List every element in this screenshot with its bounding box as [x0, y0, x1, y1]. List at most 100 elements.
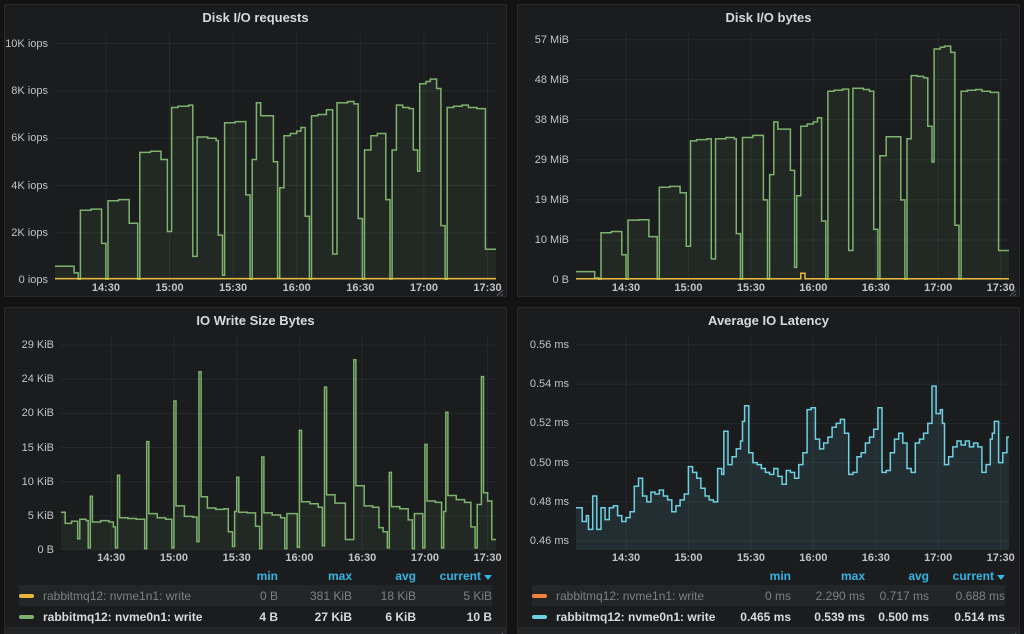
y-tick-label: 29 MiB — [534, 153, 569, 166]
plot-area[interactable] — [61, 336, 496, 550]
x-tick-label: 17:30 — [473, 282, 502, 294]
x-tick-label: 15:00 — [159, 552, 188, 564]
chevron-down-icon — [997, 574, 1005, 580]
legend-series-name[interactable]: rabbitmq12: nvme1n1: write — [43, 588, 192, 603]
y-tick-label: 48 MiB — [534, 73, 569, 86]
y-tick-label: 0 iops — [18, 274, 48, 286]
legend-sort-header-min[interactable]: min — [256, 568, 278, 583]
panel-resize-handle-icon[interactable] — [1008, 285, 1017, 296]
y-tick-label: 2K iops — [11, 226, 48, 239]
resize-grip-icon — [496, 289, 504, 296]
panel-io-write-size-bytes: IO Write Size Bytes 0 B 5 KiB 10 KiB 15 KiB… — [4, 307, 507, 634]
legend-value: 0.717 ms — [879, 588, 929, 603]
legend-value: 0 B — [259, 588, 278, 603]
legend-sort-header-current[interactable]: current — [929, 569, 1005, 583]
panel-title[interactable]: IO Write Size Bytes — [196, 313, 315, 328]
y-tick-label: 19 MiB — [534, 193, 569, 206]
y-tick-label: 38 MiB — [534, 113, 569, 126]
x-tick-label: 16:00 — [799, 282, 828, 294]
panel-title[interactable]: Disk I/O bytes — [725, 10, 812, 25]
chart-area: 0 B 10 MiB 19 MiB 29 MiB 38 MiB 48 MiB 57 MiB … — [518, 33, 1019, 296]
y-tick-label: 0.50 ms — [529, 456, 569, 469]
x-axis: 14:30 15:00 15:30 16:00 16:30 17:00 17:30 — [576, 551, 1015, 566]
y-tick-label: 57 MiB — [534, 33, 569, 46]
x-tick-label: 17:00 — [924, 552, 953, 564]
plot-area[interactable] — [55, 33, 496, 280]
legend-sort-header-avg[interactable]: avg — [395, 568, 416, 583]
panel-average-io-latency: Average IO Latency 0.46 ms 0.48 ms 0.50 ms… — [517, 307, 1020, 634]
series-line-nvme0n1-write — [61, 359, 496, 550]
series-color-swatch-icon[interactable] — [19, 615, 34, 620]
panel-disk-io-requests: Disk I/O requests 0 iops 2K iops 4K iops 6K… — [4, 4, 507, 297]
y-tick-label: 20 KiB — [21, 407, 54, 420]
y-tick-label: 0.56 ms — [529, 338, 569, 351]
chart-svg — [576, 336, 1009, 550]
x-tick-label: 15:00 — [155, 282, 184, 294]
y-axis: 0 B 10 MiB 19 MiB 29 MiB 38 MiB 48 MiB 57 MiB — [518, 33, 576, 286]
y-tick-label: 10K iops — [5, 37, 48, 50]
series-fill — [576, 46, 1009, 280]
legend-sort-header-current[interactable]: current — [416, 569, 492, 583]
series-color-swatch-icon[interactable] — [532, 615, 547, 620]
x-tick-label: 16:30 — [346, 282, 375, 294]
legend-row: rabbitmq12: nvme1n1: write 0 ms 2.290 ms 0.… — [532, 585, 1005, 606]
panel-resize-handle-icon[interactable] — [1008, 628, 1017, 634]
x-tick-label: 15:30 — [736, 282, 765, 294]
legend-row: rabbitmq12: nvme1n1: write 0 B 381 KiB 18 K… — [19, 585, 492, 606]
x-tick-label: 16:30 — [861, 552, 890, 564]
legend-sort-header-min[interactable]: min — [769, 568, 791, 583]
x-tick-label: 17:00 — [409, 282, 438, 294]
series-line-nvme0n1-write — [576, 45, 1009, 280]
series-color-swatch-icon[interactable] — [19, 594, 34, 599]
legend-sort-header-max[interactable]: max — [840, 568, 865, 583]
x-tick-label: 16:00 — [799, 552, 828, 564]
x-tick-label: 15:30 — [219, 282, 248, 294]
y-tick-label: 10 MiB — [534, 234, 569, 246]
y-tick-label: 0.46 ms — [529, 535, 569, 548]
y-tick-label: 0 B — [552, 274, 569, 286]
x-tick-label: 14:30 — [97, 552, 126, 564]
chart-svg — [55, 33, 496, 280]
legend-series-name[interactable]: rabbitmq12: nvme1n1: write — [556, 588, 705, 603]
legend-value: 4 B — [259, 609, 278, 624]
x-tick-label: 16:00 — [282, 282, 311, 294]
x-tick-label: 14:30 — [611, 282, 641, 294]
y-tick-label: 8K iops — [11, 84, 48, 97]
y-tick-label: 24 KiB — [21, 373, 54, 386]
legend-series-name[interactable]: rabbitmq12: nvme0n1: write — [556, 609, 716, 624]
chart-area: 0.46 ms 0.48 ms 0.50 ms 0.52 ms 0.54 ms 0.56 … — [518, 336, 1019, 566]
y-tick-label: 15 KiB — [21, 441, 54, 454]
legend-sort-header-avg[interactable]: avg — [908, 568, 929, 583]
legend-value: 18 KiB — [380, 588, 416, 603]
plot-area[interactable] — [576, 33, 1009, 280]
series-color-swatch-icon[interactable] — [532, 594, 547, 599]
y-tick-label: 0.54 ms — [529, 378, 569, 391]
y-tick-label: 0 B — [37, 544, 54, 556]
legend-sort-header-max[interactable]: max — [327, 568, 352, 583]
y-tick-label: 29 KiB — [21, 339, 54, 352]
legend-value: 0.539 ms — [814, 609, 865, 624]
x-tick-label: 14:30 — [91, 282, 120, 294]
legend-series-name[interactable]: rabbitmq12: nvme0n1: write — [43, 609, 203, 624]
x-tick-label: 16:30 — [861, 282, 890, 294]
legend-value: 0.688 ms — [955, 588, 1005, 603]
plot-area[interactable] — [576, 336, 1009, 550]
x-tick-label: 16:00 — [285, 552, 314, 564]
legend-value: 0.514 ms — [954, 609, 1005, 624]
x-tick-label: 15:30 — [222, 552, 251, 564]
x-tick-label: 14:30 — [611, 552, 641, 564]
y-axis: 0 iops 2K iops 4K iops 6K iops 8K iops 10K io… — [5, 33, 55, 286]
panel-resize-handle-icon[interactable] — [495, 628, 504, 634]
legend-value: 0.465 ms — [740, 609, 791, 624]
chart-area: 0 B 5 KiB 10 KiB 15 KiB 20 KiB 24 KiB 29 KiB 1… — [5, 336, 506, 566]
series-line-nvme1n1-write — [576, 272, 1009, 280]
legend-row-stripe — [518, 627, 1019, 634]
panel-resize-handle-icon[interactable] — [495, 285, 504, 296]
resize-grip-icon — [1009, 289, 1017, 296]
chart-area: 0 iops 2K iops 4K iops 6K iops 8K iops 10K io… — [5, 33, 506, 296]
legend-value: 381 KiB — [309, 588, 352, 603]
legend-value: 27 KiB — [314, 609, 352, 624]
panel-title[interactable]: Average IO Latency — [708, 313, 829, 328]
panel-title[interactable]: Disk I/O requests — [202, 10, 309, 25]
panel-disk-io-bytes: Disk I/O bytes 0 B 10 MiB 19 MiB 29 MiB 38 M… — [517, 4, 1020, 297]
